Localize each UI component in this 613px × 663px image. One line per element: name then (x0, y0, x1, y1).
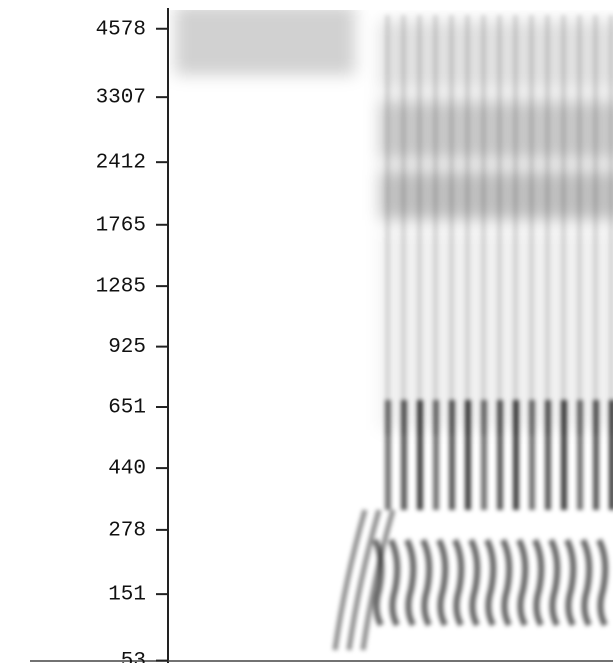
y-tick-label: 440 (108, 458, 146, 481)
texture (385, 15, 390, 435)
texture (436, 538, 449, 627)
texture (332, 509, 368, 651)
texture (545, 15, 550, 435)
texture (497, 400, 503, 510)
texture (433, 400, 439, 510)
texture (593, 400, 599, 510)
texture (417, 15, 422, 435)
texture (609, 15, 613, 435)
texture (609, 400, 613, 510)
y-tick-label: 3307 (96, 87, 146, 110)
texture (465, 400, 471, 510)
texture (577, 15, 582, 435)
texture (596, 538, 609, 627)
y-tick-label: 4578 (96, 18, 146, 41)
texture (481, 400, 487, 510)
texture (577, 400, 583, 510)
texture (388, 538, 401, 627)
texture (346, 509, 382, 651)
y-tick-label: 1285 (96, 276, 146, 299)
texture (593, 15, 598, 435)
texture (513, 15, 518, 435)
texture (433, 15, 438, 435)
texture-striations (332, 15, 613, 651)
texture (385, 400, 391, 510)
texture (360, 509, 396, 651)
texture (564, 538, 577, 627)
y-tick-label: 53 (121, 650, 146, 663)
texture (417, 400, 423, 510)
y-tick-label: 925 (108, 336, 146, 359)
texture (401, 400, 407, 510)
texture (404, 538, 417, 627)
texture (175, 10, 355, 75)
texture (561, 15, 566, 435)
y-tick-label: 1765 (96, 214, 146, 237)
texture (449, 15, 454, 435)
texture (484, 538, 497, 627)
texture (497, 15, 502, 435)
texture (465, 15, 470, 435)
texture (561, 400, 567, 510)
y-tick-label: 278 (108, 519, 146, 542)
texture (516, 538, 529, 627)
y-tick-label: 651 (108, 397, 146, 420)
texture (449, 400, 455, 510)
texture (529, 400, 535, 510)
texture (545, 400, 551, 510)
texture (452, 538, 465, 627)
texture (420, 538, 433, 627)
texture (500, 538, 513, 627)
texture (401, 15, 406, 435)
texture (580, 538, 593, 627)
texture (532, 538, 545, 627)
spectrogram-image (175, 10, 613, 651)
texture (468, 538, 481, 627)
texture (548, 538, 561, 627)
y-tick-label: 151 (108, 584, 146, 607)
texture (529, 15, 534, 435)
y-tick-label: 2412 (96, 152, 146, 175)
texture (481, 15, 486, 435)
texture (513, 400, 519, 510)
